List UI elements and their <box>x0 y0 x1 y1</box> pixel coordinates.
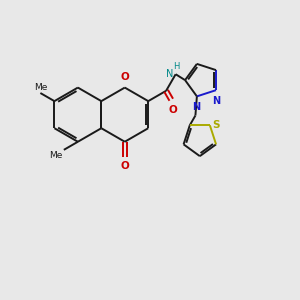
Text: S: S <box>213 120 220 130</box>
Text: Me: Me <box>49 151 62 160</box>
Text: O: O <box>168 105 177 115</box>
Text: N: N <box>212 96 220 106</box>
Text: N: N <box>166 69 173 79</box>
Text: O: O <box>120 161 129 172</box>
Text: Me: Me <box>34 82 47 91</box>
Text: O: O <box>120 72 129 82</box>
Text: H: H <box>173 62 179 71</box>
Text: N: N <box>192 102 200 112</box>
